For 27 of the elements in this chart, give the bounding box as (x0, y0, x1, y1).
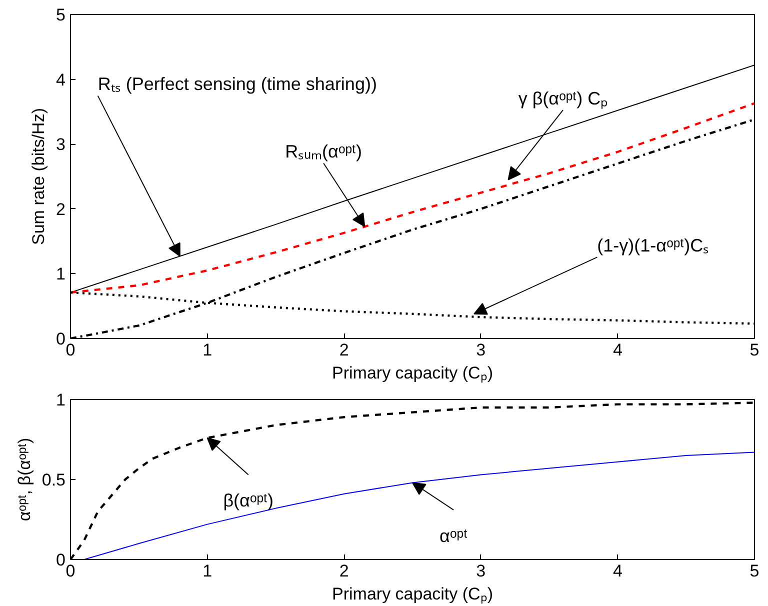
y-axis-title: Sum rate (bits/Hz) (29, 108, 48, 245)
x-axis-title: Primary capacity (Cₚ) (332, 364, 493, 384)
y-tick-label: 0.5 (42, 470, 66, 490)
annotation: β(αᵒᵖᵗ) (223, 490, 274, 511)
annotation: αᵒᵖᵗ (440, 526, 468, 546)
y-tick-label: 2 (56, 200, 66, 219)
y-tick-label: 1 (56, 390, 66, 410)
annotation: Rₜₛ (Perfect sensing (time sharing)) (98, 74, 377, 94)
y-tick-label: 4 (56, 70, 66, 90)
x-tick-label: 3 (476, 340, 486, 360)
x-axis-title: Primary capacity (Cₚ) (332, 584, 493, 604)
x-tick-label: 3 (476, 562, 486, 580)
y-tick-label: 3 (56, 135, 66, 154)
y-tick-label: 5 (56, 6, 66, 24)
x-tick-label: 5 (750, 562, 760, 580)
x-tick-label: 1 (202, 562, 212, 580)
annotation: (1-γ)(1-αᵒᵖᵗ)Cₛ (597, 236, 710, 256)
x-tick-label: 2 (339, 562, 349, 580)
x-tick-label: 4 (612, 340, 622, 360)
x-tick-label: 1 (202, 340, 212, 360)
x-tick-label: 5 (750, 340, 760, 360)
annotation: γ β(αᵒᵖᵗ) Cₚ (518, 88, 608, 110)
y-axis-title: αᵒᵖᵗ, β(αᵒᵖᵗ) (14, 438, 34, 522)
x-tick-label: 4 (612, 562, 622, 580)
x-tick-label: 2 (339, 340, 349, 360)
annotation: Rₛᵤₘ(αᵒᵖᵗ) (285, 142, 362, 162)
y-tick-label: 1 (56, 264, 66, 284)
